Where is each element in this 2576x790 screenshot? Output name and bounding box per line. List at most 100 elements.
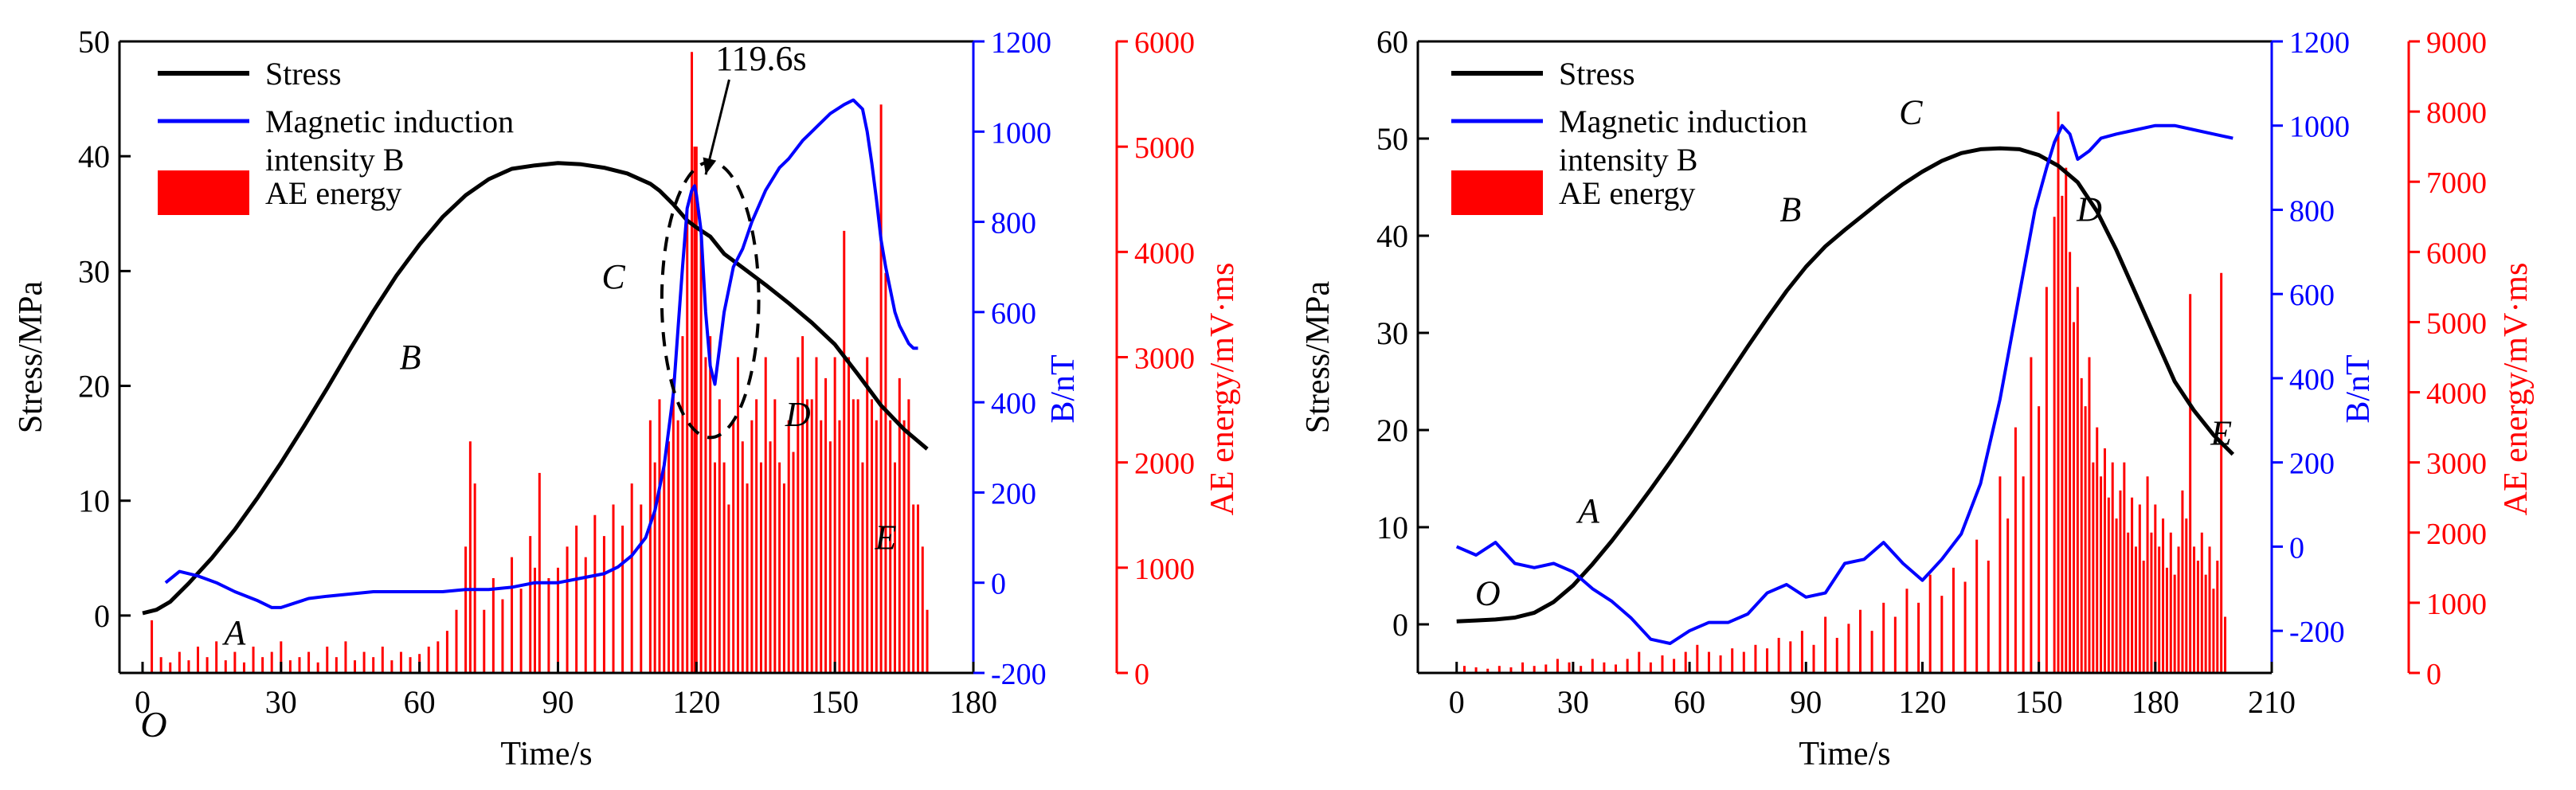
ae-tick-label: 6000	[2426, 237, 2487, 270]
x-tick-label: 180	[2132, 684, 2179, 720]
ae-tick-label: 1000	[2426, 588, 2487, 621]
stress-tick-label: 0	[94, 598, 110, 634]
b-tick-label: 200	[991, 477, 1036, 510]
x-tick-label: 120	[672, 684, 720, 720]
b-tick-label: 800	[991, 207, 1036, 241]
ae-tick-label: 4000	[1134, 237, 1195, 270]
x-tick-label: 30	[1557, 684, 1589, 720]
stage-label-o: O	[1475, 574, 1501, 613]
x-tick-label: 120	[1898, 684, 1946, 720]
stress-tick-label: 20	[1376, 413, 1408, 448]
stress-tick-label: 50	[1376, 121, 1408, 157]
x-tick-label: 150	[811, 684, 859, 720]
ae-tick-label: 6000	[1134, 26, 1195, 60]
series-ae-energy	[1462, 111, 2227, 673]
series-stress-line	[142, 161, 929, 616]
axes: 0 30 60 90 120 150 180 210 0 10 20 30 40 50 60 -200 0 200…	[1376, 24, 2487, 720]
stage-label-c: C	[1899, 93, 1923, 132]
stress-tick-label: 10	[78, 483, 110, 519]
legend-b-label-line1: Magnetic induction	[265, 104, 514, 139]
annotation-time-label: 119.6s	[715, 39, 807, 78]
x-tick-label: 90	[1790, 684, 1822, 720]
b-axis-label: B/nT	[1045, 354, 1082, 423]
ae-tick-label: 2000	[2426, 518, 2487, 551]
x-tick-label: 30	[265, 684, 297, 720]
series-magnetic-b-line	[164, 98, 918, 609]
ae-tick-label: 3000	[2426, 448, 2487, 481]
ae-tick-label: 5000	[2426, 307, 2487, 340]
ae-tick-label: 4000	[2426, 377, 2487, 411]
x-tick-label: 180	[949, 684, 997, 720]
x-tick-label: 150	[2015, 684, 2063, 720]
x-tick-label: 90	[542, 684, 574, 720]
annotation-arrow-line	[704, 79, 730, 175]
series-ae-energy	[151, 52, 929, 673]
ae-tick-label: 5000	[1134, 131, 1195, 165]
legend-ae-swatch	[1451, 170, 1543, 215]
legend-b-label-line2: intensity B	[265, 142, 404, 178]
chart-left: 0 30 60 90 120 150 180 0 10 20 30 40 50 -200 0 200 400 60…	[13, 24, 1241, 772]
legend-ae-swatch	[158, 170, 249, 215]
stage-label-b: B	[1779, 190, 1801, 229]
ae-axis-label: AE energy/mV·ms	[1204, 263, 1241, 516]
stress-tick-label: 40	[1376, 218, 1408, 254]
stage-label-a: A	[1576, 491, 1600, 530]
ae-tick-label: 0	[2426, 658, 2441, 691]
ae-axis-label: AE energy/mV·ms	[2498, 263, 2535, 516]
b-tick-label: 1000	[991, 116, 1051, 150]
stress-axis-label: Stress/MPa	[13, 280, 49, 433]
stress-tick-label: 30	[1376, 315, 1408, 351]
plot-area	[1455, 111, 2235, 673]
b-tick-label: 0	[991, 568, 1006, 601]
legend-stress-label: Stress	[1559, 56, 1635, 92]
stage-label-c: C	[601, 257, 625, 296]
stage-label-d: D	[2076, 190, 2102, 229]
x-axis-label: Time/s	[1799, 736, 1890, 772]
b-tick-label: 600	[2289, 279, 2335, 312]
stage-label-e: E	[2210, 413, 2232, 452]
origin-label: O	[140, 704, 166, 745]
stress-tick-label: 50	[78, 24, 110, 60]
annotations: 119.6s A B C D E O	[140, 39, 896, 745]
legend-ae-label: AE energy	[1559, 175, 1695, 211]
b-tick-label: 1200	[991, 26, 1051, 60]
b-axis-label: B/nT	[2340, 354, 2377, 423]
legend-b-label-line2: intensity B	[1559, 142, 1697, 178]
axes: 0 30 60 90 120 150 180 0 10 20 30 40 50 -200 0 200 400 60…	[78, 24, 1195, 720]
b-tick-label: 400	[2289, 363, 2335, 397]
series-magnetic-b-line	[1455, 123, 2233, 645]
ae-tick-label: 2000	[1134, 448, 1195, 481]
stress-tick-label: 20	[78, 369, 110, 405]
b-tick-label: 200	[2289, 448, 2335, 481]
annotation-arrowhead	[703, 157, 717, 175]
x-tick-label: 0	[1449, 684, 1465, 720]
legend-b-label-line1: Magnetic induction	[1559, 104, 1807, 139]
stress-tick-label: 60	[1376, 24, 1408, 60]
ae-tick-label: 3000	[1134, 342, 1195, 376]
b-tick-label: -200	[2289, 616, 2345, 649]
stage-label-e: E	[874, 518, 896, 557]
stress-tick-label: 10	[1376, 510, 1408, 546]
b-tick-label: 1200	[2289, 26, 2350, 60]
x-axis-label: Time/s	[500, 736, 592, 772]
b-tick-label: 800	[2289, 194, 2335, 228]
chart-right: 0 30 60 90 120 150 180 210 0 10 20 30 40 50 60 -200 0 200…	[1300, 24, 2535, 772]
b-tick-label: 600	[991, 297, 1036, 330]
stage-label-d: D	[785, 395, 811, 434]
series-stress-line	[1456, 146, 2235, 624]
ae-tick-label: 8000	[2426, 96, 2487, 130]
ae-tick-label: 9000	[2426, 26, 2487, 60]
legend-ae-label: AE energy	[265, 175, 401, 211]
stress-tick-label: 40	[78, 139, 110, 174]
x-tick-label: 60	[404, 684, 436, 720]
annotations: O A B C D E	[1475, 93, 2232, 613]
stress-tick-label: 30	[78, 253, 110, 289]
x-tick-label: 0	[135, 684, 151, 720]
ae-tick-label: 7000	[2426, 166, 2487, 200]
b-tick-label: -200	[991, 658, 1047, 691]
b-tick-label: 1000	[2289, 111, 2350, 144]
b-tick-label: 400	[991, 387, 1036, 420]
stage-label-a: A	[221, 613, 246, 652]
x-tick-label: 210	[2248, 684, 2296, 720]
